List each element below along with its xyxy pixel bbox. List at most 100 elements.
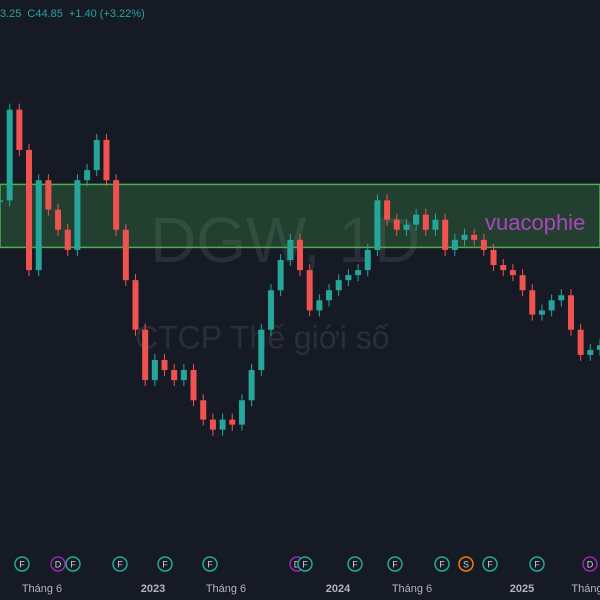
candle [393,219,400,230]
event-marker: F [14,556,30,572]
x-axis: Tháng 6 2023 Tháng 6 2024 Tháng 6 2025 Tháng [22,583,600,595]
event-marker: F [482,556,498,572]
event-marker: F [434,556,450,572]
candle [587,349,594,355]
x-tick-label: Tháng 6 [22,583,62,595]
candle [471,234,478,240]
candle [597,345,600,350]
header-change: +1.40 (+3.22%) [69,8,145,20]
event-marker: F [387,556,403,572]
candle [113,180,120,230]
candle [267,290,274,330]
event-label: D [587,559,594,569]
candle [326,290,333,301]
candle [45,180,52,210]
event-label: F [534,559,540,569]
event-circle [157,556,173,572]
candle [374,200,381,250]
x-tick-label: 2023 [141,583,165,595]
candle [422,214,429,230]
candle [180,370,187,381]
event-marker: F [157,556,173,572]
x-tick-label: Tháng 6 [206,583,246,595]
candle [6,109,13,201]
event-circle [529,556,545,572]
candle [35,180,42,271]
x-tick-label: Tháng [571,583,600,595]
event-circle [50,556,66,572]
candle [16,109,23,150]
header: 3.25 C44.85 +1.40 (+3.22%) [0,8,145,20]
candle [238,400,245,425]
candle [548,300,555,311]
x-tick-label: Tháng 6 [392,583,432,595]
event-label: F [207,559,213,569]
candle [55,209,62,230]
event-circle [112,556,128,572]
candle [490,249,497,266]
candle [209,419,216,430]
event-circle [202,556,218,572]
candles [0,103,600,436]
candle [413,214,420,225]
event-label: F [70,559,76,569]
event-label: D [55,559,62,569]
candle [0,200,3,202]
candle [74,180,81,250]
candle [26,149,33,271]
candle [142,329,149,381]
event-label: F [487,559,493,569]
candle [64,229,71,250]
candle [229,419,236,425]
candle [132,280,139,330]
header-open: 3.25 [0,8,21,20]
event-marker: F [297,556,313,572]
event-label: F [392,559,398,569]
candle [316,300,323,311]
candle [355,270,362,276]
event-circle [387,556,403,572]
event-circle [434,556,450,572]
event-marker: F [202,556,218,572]
candle [219,419,226,430]
candle [297,239,303,271]
event-circle [582,556,598,572]
event-label: F [352,559,358,569]
header-close: C44.85 [27,8,62,20]
candle [451,239,458,250]
candle [500,265,507,271]
candle [345,275,352,281]
candle [200,400,207,420]
event-marker: F [529,556,545,572]
event-marker: D [582,556,598,572]
event-label: F [162,559,168,569]
candle [190,370,197,401]
candle [248,370,255,401]
event-circle [14,556,30,572]
candle [306,270,313,311]
candle [480,239,487,250]
event-label: F [439,559,445,569]
candle [161,359,168,371]
event-label: F [19,559,25,569]
event-circle [297,556,313,572]
candle [558,295,565,301]
event-marker: S [458,556,474,572]
candle [567,295,574,330]
x-tick-label: 2024 [326,583,351,595]
event-marker: D [50,556,66,572]
candle [384,200,391,220]
candle [364,249,371,271]
event-circle [458,556,474,572]
event-circle [482,556,498,572]
candle [258,329,265,371]
candle [577,329,584,355]
event-marker: F [347,556,363,572]
annotation: vuacophie [485,210,585,235]
event-marker: F [112,556,128,572]
event-circle [65,556,81,572]
candle [151,359,158,381]
